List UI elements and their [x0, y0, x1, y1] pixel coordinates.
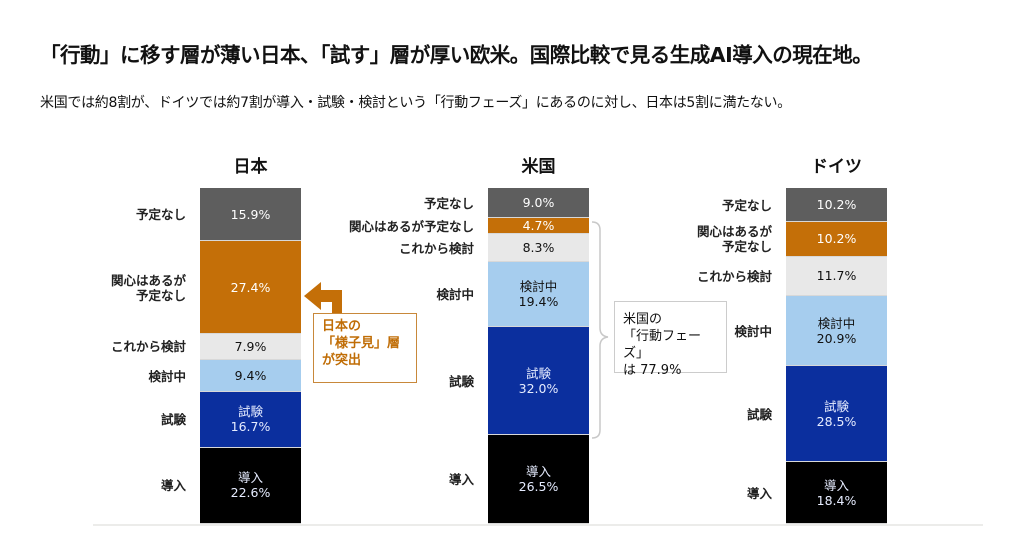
segment-name: 検討中 — [519, 279, 558, 295]
segment-value-label: 27.4% — [230, 279, 271, 295]
segment-category-label: 予定なし — [135, 207, 186, 223]
bar-segment-plan-none: 9.0% — [488, 188, 589, 219]
callout-japan-wait-and-see: 日本の 「様子見」層 が突出 — [313, 313, 417, 383]
bar-segment-interested-no-plan: 27.4% — [200, 241, 301, 334]
segment-value-label: 9.0% — [522, 195, 555, 211]
bar-segment-to-consider: 7.9% — [200, 333, 301, 361]
page-title: 「行動」に移す層が薄い日本、「試す」層が厚い欧米。国際比較で見る生成AI導入の現… — [40, 43, 873, 67]
segment-category-label: 導入 — [160, 478, 186, 494]
bar-segment-considering: 検討中 19.4% — [488, 261, 589, 328]
segment-value-label: 8.3% — [522, 240, 555, 256]
segment-category-label: 試験 — [448, 373, 474, 389]
country-heading: 日本 — [233, 157, 268, 177]
segment-value-label: 26.5% — [518, 478, 559, 494]
bar-segment-trial: 試験 28.5% — [786, 366, 887, 463]
segment-value-label: 19.4% — [518, 294, 559, 310]
segment-category-label: これから検討 — [696, 268, 772, 284]
bar-segment-adopted: 導入 22.6% — [200, 447, 301, 524]
segment-name: 試験 — [237, 404, 263, 420]
segment-value-label: 32.0% — [518, 380, 559, 396]
segment-category-label: 試験 — [160, 412, 186, 428]
segment-value-label: 16.7% — [230, 419, 271, 435]
arrow-left-icon — [304, 282, 342, 313]
callout-japan-text: 日本の 「様子見」層 が突出 — [322, 319, 401, 368]
segment-value-label: 22.6% — [230, 485, 271, 501]
bar-segment-trial: 試験 16.7% — [200, 391, 301, 448]
segment-value-label: 20.9% — [816, 330, 857, 346]
bar-segment-interested-no-plan: 10.2% — [786, 222, 887, 257]
country-heading: 米国 — [521, 157, 556, 177]
bar-segment-to-consider: 11.7% — [786, 256, 887, 296]
bar-segment-considering: 検討中 20.9% — [786, 295, 887, 367]
segment-name: 試験 — [525, 365, 551, 381]
callout-us-text: 米国の 「行動フェーズ」は 77.9% — [623, 312, 702, 378]
page-subtitle: 米国では約8割が、ドイツでは約7割が導入・試験・検討という「行動フェーズ」にある… — [40, 95, 791, 111]
segment-value-label: 10.2% — [816, 231, 857, 247]
segment-category-label: 予定なし — [721, 197, 772, 213]
callout-us-action-phase: 米国の 「行動フェーズ」は 77.9% — [614, 301, 727, 378]
segment-category-label: 導入 — [746, 485, 772, 501]
segment-category-label: 関心はあるが予定なし — [348, 218, 474, 234]
bar-segment-to-consider: 8.3% — [488, 234, 589, 262]
bracket-us-action-phase — [591, 221, 609, 439]
segment-name: 試験 — [823, 398, 849, 414]
segment-category-label: 試験 — [746, 406, 772, 422]
bar-segment-plan-none: 10.2% — [786, 188, 887, 223]
segment-value-label: 9.4% — [234, 368, 267, 383]
bar-segment-interested-no-plan: 4.7% — [488, 218, 589, 235]
segment-value-label: 11.7% — [816, 268, 857, 284]
segment-category-label: 検討中 — [148, 368, 186, 384]
bar-segment-trial: 試験 32.0% — [488, 327, 589, 435]
segment-category-label: これから検討 — [398, 240, 474, 256]
bar-segment-considering: 9.4% — [200, 360, 301, 392]
segment-value-label: 28.5% — [816, 413, 857, 429]
country-heading: ドイツ — [811, 157, 862, 177]
segment-name: 導入 — [525, 463, 551, 479]
segment-name: 導入 — [237, 470, 263, 486]
segment-value-label: 18.4% — [816, 492, 857, 508]
segment-value-label: 4.7% — [522, 218, 555, 234]
segment-category-label: 関心はあるが予定なし — [696, 224, 772, 255]
segment-value-label: 7.9% — [234, 338, 267, 354]
segment-value-label: 10.2% — [816, 197, 857, 213]
bar-segment-adopted: 導入 18.4% — [786, 462, 887, 524]
segment-name: 検討中 — [817, 315, 856, 331]
bar-segment-adopted: 導入 26.5% — [488, 434, 589, 524]
bar-segment-plan-none: 15.9% — [200, 188, 301, 242]
segment-category-label: 予定なし — [423, 195, 474, 211]
segment-category-label: 検討中 — [436, 287, 474, 303]
segment-category-label: 導入 — [448, 471, 474, 487]
segment-category-label: 関心はあるが予定なし — [110, 272, 186, 303]
segment-category-label: これから検討 — [110, 339, 186, 355]
segment-category-label: 検討中 — [734, 323, 772, 339]
segment-value-label: 15.9% — [230, 206, 271, 222]
chart-baseline — [93, 524, 983, 526]
segment-name: 導入 — [823, 477, 849, 493]
